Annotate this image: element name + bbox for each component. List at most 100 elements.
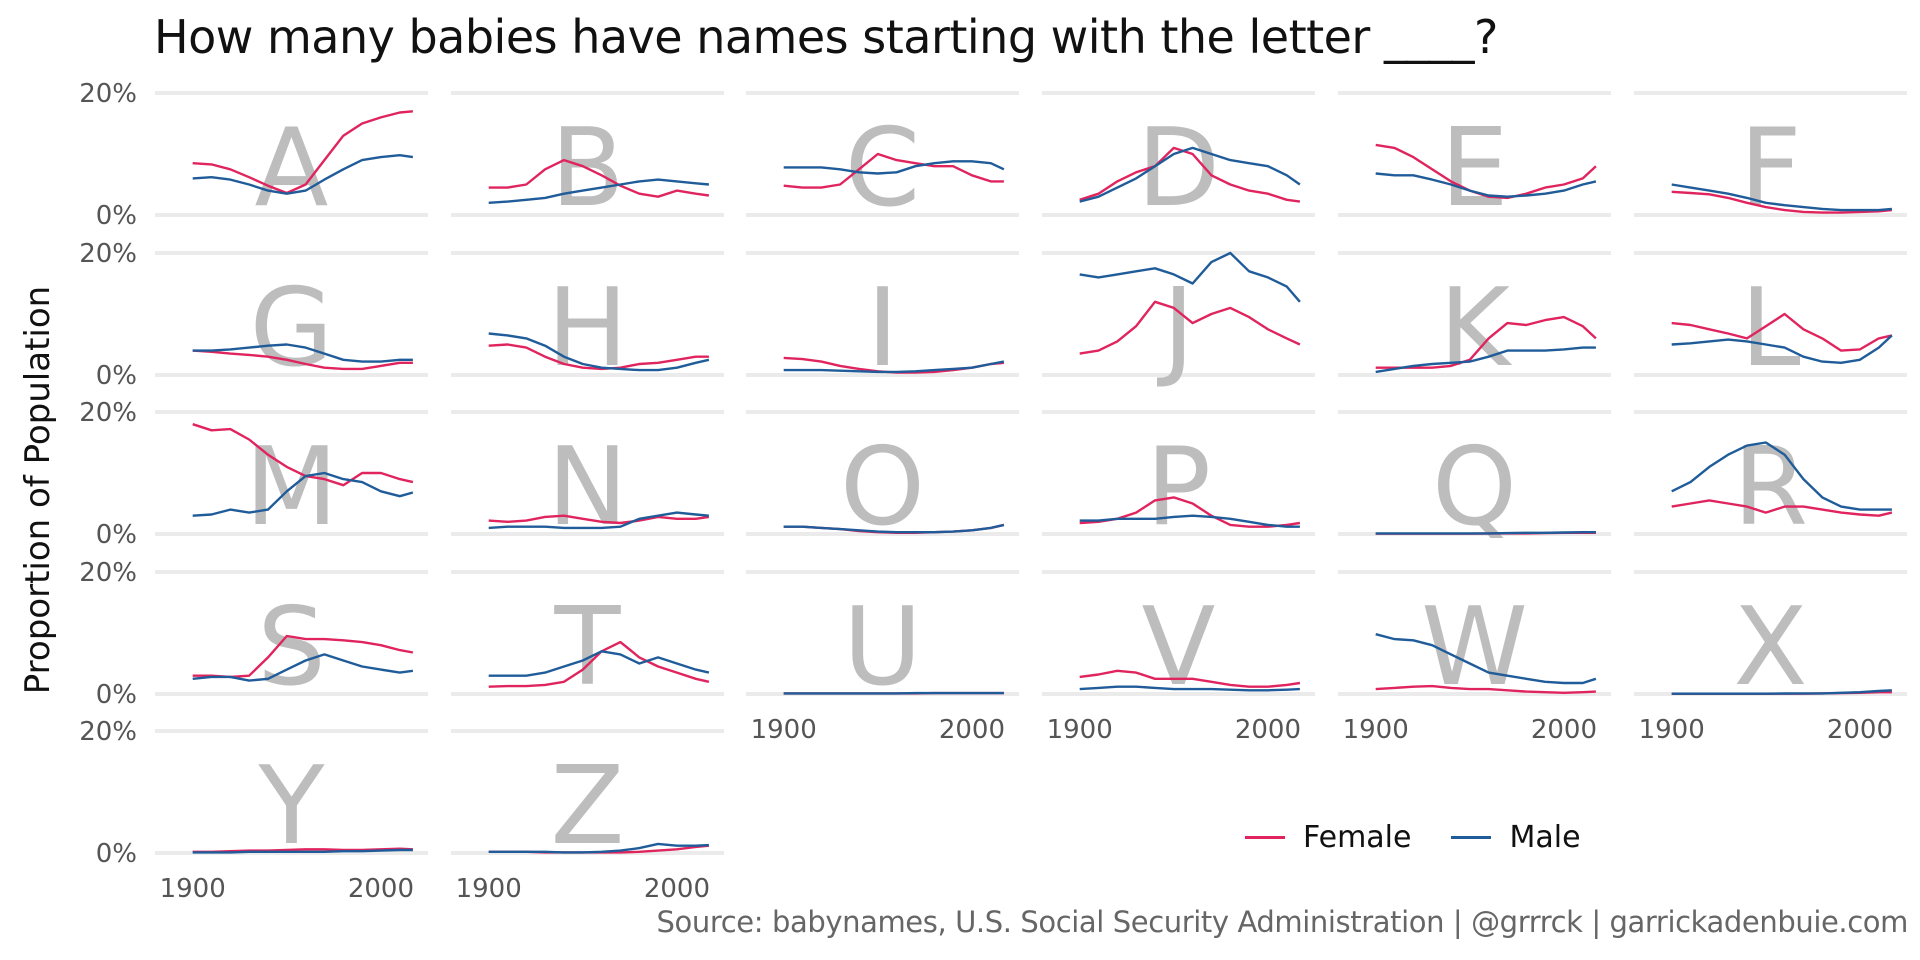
panel-letter: U <box>843 585 922 710</box>
legend-label-female: Female <box>1303 820 1412 855</box>
series-line-male <box>1671 334 1893 364</box>
legend: Female Male <box>1245 820 1581 855</box>
series-line-female <box>1671 190 1893 214</box>
series-line-male <box>488 842 709 854</box>
x-tick-label: 1900 <box>1639 715 1705 745</box>
panel-n: N <box>451 410 724 550</box>
chart-title: How many babies have names starting with… <box>154 10 1498 64</box>
series-line-male <box>192 471 414 517</box>
panel-p: P <box>1042 410 1315 550</box>
x-tick-label: 1900 <box>751 715 817 745</box>
panel-a: 20% 0% A <box>79 79 428 231</box>
panel-letter: Q <box>1432 425 1517 550</box>
x-tick-label: 1900 <box>1343 715 1409 745</box>
panel-letter: P <box>1146 425 1211 550</box>
panel-j: J <box>1042 251 1315 391</box>
x-tick-label: 1900 <box>456 874 522 904</box>
panel-r: R <box>1634 410 1907 550</box>
y-tick-label: 0% <box>96 839 137 869</box>
panel-m: 20%0% M <box>79 398 428 550</box>
series-line-male <box>1375 346 1596 374</box>
series-line-male <box>488 650 710 677</box>
series-line-female <box>1375 684 1596 694</box>
x-tick-label: 2000 <box>1827 715 1893 745</box>
series-line-male <box>1671 441 1892 511</box>
series-line-female <box>1079 300 1301 355</box>
panel-letter: R <box>1733 425 1808 550</box>
y-tick-label: 20% <box>79 398 137 428</box>
series-line-female <box>1671 499 1893 517</box>
series-line-female <box>783 152 1004 189</box>
series-line-female <box>1079 669 1301 688</box>
series-line-female <box>488 514 710 525</box>
y-tick-label: 20% <box>79 558 137 588</box>
panel-letter: X <box>1734 585 1808 710</box>
source-caption: Source: babynames, U.S. Social Security … <box>656 905 1909 939</box>
panel-e: E <box>1338 91 1611 231</box>
legend-key-male <box>1451 836 1492 839</box>
panel-letter: Z <box>551 744 625 869</box>
series-line-male <box>1079 146 1301 203</box>
panel-l: L <box>1634 251 1907 391</box>
legend-label-male: Male <box>1509 820 1581 855</box>
legend-key-female <box>1245 836 1285 839</box>
series-line-male <box>192 153 414 195</box>
y-tick-label: 0% <box>96 680 137 710</box>
y-tick-label: 20% <box>79 79 137 109</box>
series-line-female <box>488 158 710 198</box>
panel-c: C <box>746 91 1019 231</box>
series-line-male <box>192 653 414 682</box>
series-line-male <box>783 360 1005 374</box>
panel-letter: N <box>547 425 628 550</box>
panel-g: 20% 0% G <box>79 239 428 391</box>
panel-t: T <box>451 570 724 710</box>
panel-z: Z 1900 2000 <box>451 729 724 904</box>
x-tick-label: 1900 <box>160 874 226 904</box>
panel-letter: E <box>1440 106 1508 231</box>
x-tick-label: 2000 <box>1531 715 1597 745</box>
panel-letter: L <box>1740 266 1800 391</box>
y-tick-label: 20% <box>79 717 137 747</box>
series-line-male <box>1079 251 1301 303</box>
series-line-male <box>1671 689 1892 695</box>
series-line-male <box>1079 685 1300 692</box>
x-tick-label: 2000 <box>348 874 414 904</box>
series-line-male <box>192 343 413 363</box>
panel-letter: V <box>1142 585 1216 710</box>
y-tick-label: 20% <box>79 239 137 269</box>
series-line-male <box>488 332 710 372</box>
series-line-male <box>1375 633 1597 685</box>
x-tick-label: 2000 <box>644 874 710 904</box>
panel-h: H <box>451 251 724 391</box>
x-tick-label: 2000 <box>1235 715 1301 745</box>
panel-letter: G <box>250 266 334 391</box>
panel-d: D <box>1042 91 1315 231</box>
x-tick-label: 2000 <box>939 715 1005 745</box>
legend-item-male: Male <box>1451 820 1581 855</box>
panel-k: K <box>1338 251 1611 391</box>
x-tick-label: 1900 <box>1047 715 1113 745</box>
panel-letter: H <box>547 266 628 391</box>
series-line-female <box>1671 312 1893 352</box>
panel-o: O <box>746 410 1019 550</box>
series-line-male <box>488 178 710 204</box>
panel-f: F <box>1634 91 1907 231</box>
series-line-male <box>783 160 1005 175</box>
panel-x: X 1900 2000 <box>1634 570 1907 745</box>
series-line-male <box>488 511 710 530</box>
y-tick-label: 0% <box>96 520 137 550</box>
panel-v: V 1900 2000 <box>1042 570 1315 745</box>
panel-letter: J <box>1157 266 1195 391</box>
panel-letter: F <box>1739 106 1801 231</box>
panel-letter: A <box>255 106 329 231</box>
series-line-male <box>1375 172 1597 198</box>
series-line-male <box>1671 183 1893 212</box>
y-tick-label: 0% <box>96 361 137 391</box>
series-line-male <box>1079 514 1300 528</box>
panel-q: Q <box>1338 410 1611 550</box>
panel-b: B <box>451 91 724 231</box>
panel-letter: S <box>257 585 326 710</box>
